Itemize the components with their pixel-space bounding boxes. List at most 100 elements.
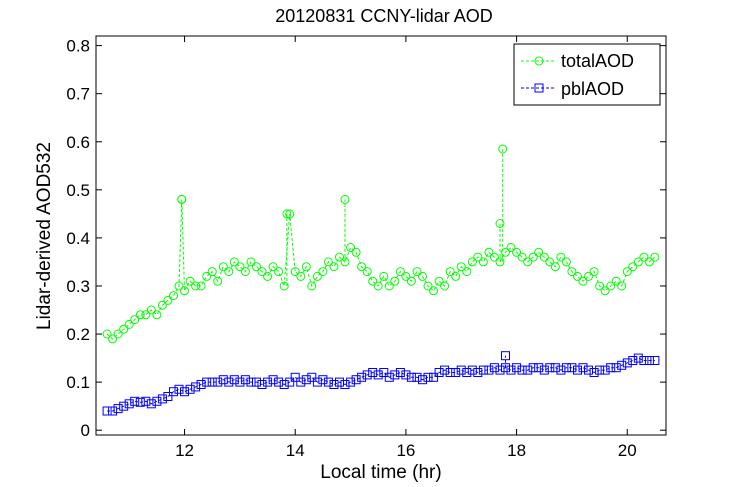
data-point-totalAOD [600, 286, 610, 296]
data-point-pblAOD [235, 377, 245, 387]
data-point-totalAOD [512, 247, 522, 257]
data-point-totalAOD [235, 262, 245, 272]
data-point-totalAOD [456, 262, 466, 272]
series-layer [102, 144, 660, 416]
data-point-pblAOD [180, 387, 189, 397]
y-tick-label: 0.1 [66, 373, 90, 392]
data-point-pblAOD [628, 356, 638, 365]
data-point-totalAOD [362, 267, 372, 277]
data-point-pblAOD [489, 363, 499, 373]
data-point-totalAOD [429, 286, 439, 296]
data-point-totalAOD [351, 247, 361, 257]
data-point-totalAOD [157, 300, 167, 310]
data-point-pblAOD [473, 368, 483, 377]
data-point-pblAOD [467, 365, 477, 375]
data-point-totalAOD [240, 267, 250, 277]
y-tick-label: 0.8 [66, 37, 90, 56]
data-point-totalAOD [539, 252, 549, 262]
data-point-totalAOD [495, 257, 505, 267]
data-point-totalAOD [498, 144, 508, 154]
data-point-pblAOD [384, 372, 394, 382]
data-point-totalAOD [611, 276, 621, 286]
data-point-pblAOD [124, 399, 134, 409]
data-point-pblAOD [323, 377, 333, 387]
data-point-totalAOD [135, 310, 145, 320]
data-point-totalAOD [445, 267, 455, 277]
data-point-totalAOD [124, 319, 134, 329]
data-point-pblAOD [401, 370, 411, 380]
data-point-totalAOD [141, 310, 151, 320]
x-tick-label: 18 [507, 441, 526, 460]
data-point-totalAOD [218, 262, 228, 272]
series-line-pblAOD [107, 357, 655, 412]
data-point-pblAOD [451, 368, 461, 377]
data-point-pblAOD [506, 365, 516, 375]
y-tick-label: 0.5 [66, 181, 90, 200]
data-point-totalAOD [517, 252, 527, 262]
data-point-pblAOD [224, 377, 234, 387]
data-point-pblAOD [368, 368, 378, 377]
legend: totalAOD pblAOD [513, 43, 661, 106]
legend-label-totalAOD: totalAOD [561, 51, 634, 71]
data-point-pblAOD [268, 375, 278, 385]
data-point-pblAOD [539, 365, 549, 375]
data-point-totalAOD [357, 262, 367, 272]
data-point-totalAOD [207, 267, 217, 277]
data-point-pblAOD [550, 363, 560, 373]
series-pblAOD [102, 351, 660, 416]
data-point-pblAOD [573, 365, 582, 375]
data-point-pblAOD [135, 397, 145, 407]
data-point-pblAOD [108, 406, 118, 416]
data-point-pblAOD [512, 363, 522, 373]
data-point-pblAOD [202, 377, 212, 387]
data-point-totalAOD [550, 262, 560, 272]
data-point-pblAOD [595, 365, 605, 375]
legend-marker-totalAOD [534, 56, 544, 66]
series-line-totalAOD [106, 199, 656, 340]
data-point-totalAOD [282, 209, 292, 219]
data-point-pblAOD [240, 375, 250, 385]
data-point-totalAOD [506, 243, 516, 252]
chart-title: 20120831 CCNY-lidar AOD [275, 6, 492, 26]
data-point-totalAOD [561, 257, 571, 267]
data-point-totalAOD [628, 262, 638, 272]
data-point-totalAOD [467, 257, 477, 267]
data-point-totalAOD [274, 267, 284, 277]
data-point-totalAOD [290, 267, 300, 277]
data-point-totalAOD [174, 281, 184, 291]
data-point-totalAOD [146, 305, 156, 315]
data-point-totalAOD [301, 262, 311, 272]
legend-box [513, 43, 661, 106]
data-point-pblAOD [218, 375, 228, 385]
data-point-pblAOD [617, 360, 627, 370]
data-point-totalAOD [307, 281, 317, 291]
data-point-totalAOD [340, 257, 350, 267]
data-point-pblAOD [611, 363, 621, 373]
data-point-totalAOD [401, 271, 411, 281]
data-point-pblAOD [163, 392, 173, 401]
data-point-pblAOD [633, 353, 643, 363]
data-point-totalAOD [489, 252, 499, 262]
data-point-pblAOD [456, 365, 466, 375]
data-point-pblAOD [119, 401, 129, 411]
data-point-totalAOD [528, 252, 538, 262]
data-point-totalAOD [224, 267, 234, 277]
data-point-totalAOD [196, 281, 206, 291]
data-point-totalAOD [462, 267, 472, 277]
data-point-totalAOD [329, 262, 339, 272]
data-point-totalAOD [102, 329, 112, 339]
data-point-totalAOD [395, 267, 405, 277]
data-point-pblAOD [157, 394, 167, 404]
data-point-pblAOD [351, 375, 361, 385]
data-point-totalAOD [412, 267, 422, 277]
data-point-totalAOD [650, 252, 660, 262]
data-point-pblAOD [152, 396, 162, 406]
data-point-pblAOD [191, 382, 201, 392]
data-point-totalAOD [567, 267, 577, 277]
data-point-totalAOD [296, 271, 306, 281]
data-point-pblAOD [207, 377, 217, 387]
data-point-pblAOD [412, 372, 422, 382]
data-point-totalAOD [606, 281, 616, 291]
y-tick-label: 0.7 [66, 85, 90, 104]
data-point-pblAOD [246, 377, 256, 387]
